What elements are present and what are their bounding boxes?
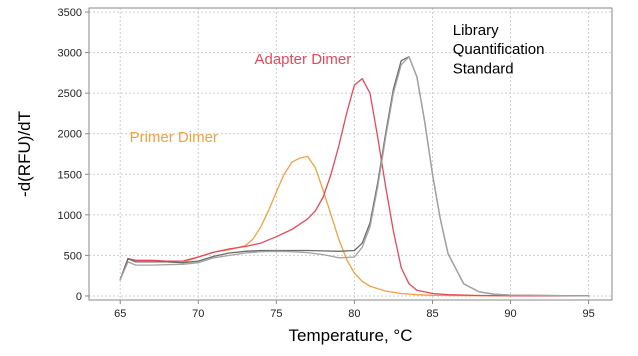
y-tick-label: 3000 — [58, 48, 82, 60]
plot-frame — [88, 7, 613, 301]
x-axis-title: Temperature, °C — [289, 326, 413, 345]
series-line-1 — [119, 155, 590, 297]
x-tick-label: 90 — [504, 308, 516, 320]
x-axis-ticks: 65 70 75 80 85 90 95 — [114, 300, 595, 320]
x-tick-label: 95 — [582, 308, 594, 320]
x-tick-label: 70 — [192, 308, 204, 320]
y-axis-ticks: 0 500 1000 1500 2000 2500 3000 3500 — [58, 7, 89, 303]
y-tick-label: 2500 — [58, 88, 82, 100]
grid — [89, 8, 612, 300]
x-tick-label: 80 — [348, 308, 360, 320]
y-tick-label: 1000 — [58, 210, 82, 222]
series-line-4 — [119, 56, 590, 297]
annotation-label: Quantification — [453, 41, 545, 58]
series-lines — [119, 56, 590, 297]
y-tick-label: 500 — [64, 250, 82, 262]
annotation-label: Adapter Dimer — [254, 51, 351, 68]
y-tick-label: 1500 — [58, 169, 82, 181]
x-tick-label: 65 — [114, 308, 126, 320]
x-tick-label: 75 — [270, 308, 282, 320]
y-axis-title: -d(RFU)/dT — [15, 111, 34, 197]
annotations: Library Quantification Standard Adapter Dim… — [130, 22, 545, 146]
y-tick-label: 2000 — [58, 129, 82, 141]
y-tick-label: 0 — [76, 291, 82, 303]
annotation-label: Library — [453, 22, 499, 39]
y-tick-label: 3500 — [58, 7, 82, 19]
x-tick-label: 85 — [426, 308, 438, 320]
annotation-label: Standard — [453, 61, 514, 78]
annotation-label: Primer Dimer — [130, 129, 218, 146]
series-line-2 — [119, 77, 590, 297]
